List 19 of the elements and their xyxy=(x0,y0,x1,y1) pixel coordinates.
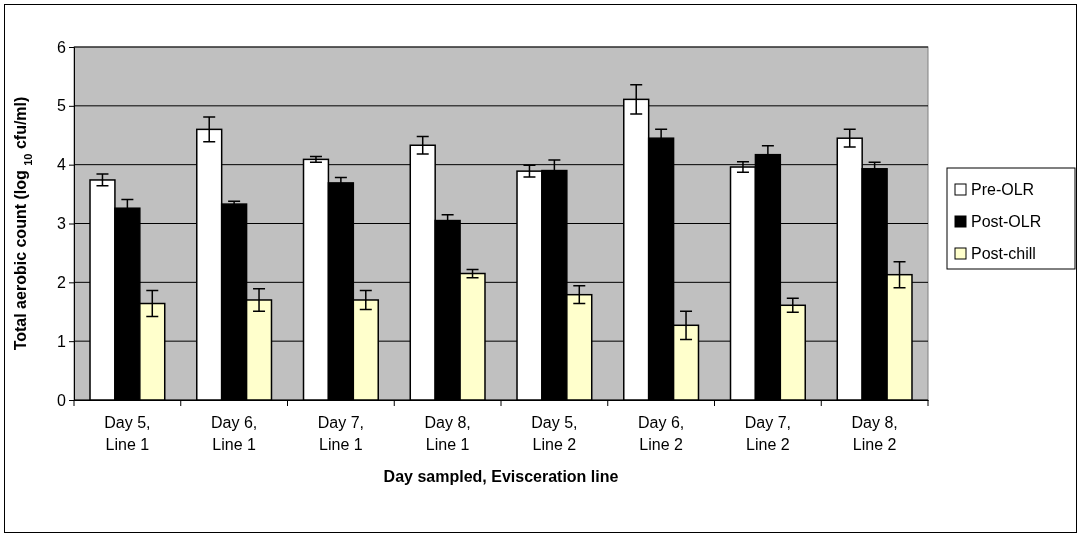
legend-label: Post-OLR xyxy=(971,213,1042,230)
y-tick-label: 0 xyxy=(57,391,67,409)
legend-label: Pre-OLR xyxy=(971,181,1035,198)
x-axis-title: Day sampled, Evisceration line xyxy=(383,468,619,485)
x-tick-label: Day 6, Line 2 xyxy=(638,414,685,453)
x-tick-label: Day 5, Line 1 xyxy=(104,414,151,453)
x-tick-label: Day 8, Line 2 xyxy=(851,414,898,453)
x-tick-label: Day 7, Line 1 xyxy=(317,414,364,453)
y-tick-label: 4 xyxy=(57,156,67,174)
y-tick-label: 5 xyxy=(57,97,67,115)
x-tick-label: Day 5, Line 2 xyxy=(531,414,578,453)
x-tick-label: Day 6, Line 1 xyxy=(211,414,258,453)
x-tick-label: Day 8, Line 1 xyxy=(424,414,471,453)
y-tick-label: 2 xyxy=(57,273,67,291)
legend-label: Post-chill xyxy=(971,245,1036,262)
y-tick-label: 6 xyxy=(57,38,67,56)
x-tick-label: Day 7, Line 2 xyxy=(744,414,791,453)
y-tick-label: 3 xyxy=(57,215,67,233)
y-tick-label: 1 xyxy=(57,332,67,350)
